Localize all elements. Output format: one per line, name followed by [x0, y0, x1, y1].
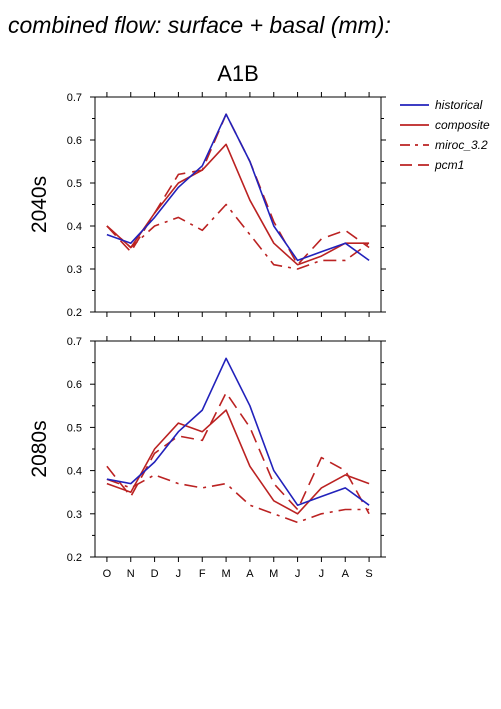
y-tick-label: 0.3 [67, 509, 82, 521]
legend-label: pcm1 [434, 158, 464, 172]
legend-item-miroc-3-2: miroc_3.2 [400, 138, 488, 152]
x-tick-label: O [103, 568, 112, 580]
legend-item-composite: composite [400, 118, 490, 132]
y-axis-label: 2080s [28, 420, 51, 477]
series-line-historical [106, 113, 370, 262]
x-tick-label: J [319, 568, 325, 580]
legend-label: composite [435, 118, 490, 132]
panel-2040s: 0.2 0.3 0.4 0.5 0.6 0.7 2040s [28, 92, 386, 319]
x-tick-label: A [342, 568, 350, 580]
y-tick-label: 0.7 [67, 336, 82, 348]
x-tick-label: F [199, 568, 206, 580]
x-tick-label: A [246, 568, 254, 580]
x-tick-label: D [151, 568, 159, 580]
legend-label: miroc_3.2 [435, 138, 488, 152]
y-tick-label: 0.4 [67, 466, 82, 478]
x-tick-label: M [269, 568, 278, 580]
panels: 0.20.30.40.50.60.72040s0.20.30.40.50.60.… [28, 92, 386, 580]
legend-item-historical: historical [400, 98, 483, 112]
x-tick-label: J [176, 568, 182, 580]
y-tick-label: 0.7 [67, 92, 82, 104]
y-tick-label: 0.5 [67, 422, 82, 434]
page-title: combined flow: surface + basal (mm): [8, 12, 391, 38]
legend: historical composite miroc_3.2 pcm1 [400, 98, 490, 172]
x-tick-label: S [365, 568, 372, 580]
series-line-miroc-3-2 [106, 203, 370, 270]
y-tick-label: 0.5 [67, 178, 82, 190]
series-line-pcm1 [106, 391, 370, 515]
y-tick-label: 0.6 [67, 135, 82, 147]
chart-title: A1B [217, 61, 259, 86]
x-tick-label: N [127, 568, 135, 580]
y-axis-label: 2040s [28, 176, 51, 233]
y-tick-label: 0.6 [67, 379, 82, 391]
series-line-historical [106, 357, 370, 507]
plot-frame [94, 340, 382, 558]
series-line-composite [106, 143, 370, 266]
y-tick-label: 0.3 [67, 264, 82, 276]
panel-2080s: 0.2 0.3 0.4 0.5 0.6 0.7 O N D J F M A M J J A S 2080s [28, 336, 386, 580]
series-line-composite [106, 409, 370, 515]
series-line-miroc-3-2 [106, 474, 370, 524]
y-tick-label: 0.4 [67, 221, 82, 233]
legend-item-pcm1: pcm1 [400, 158, 464, 172]
plot-frame [94, 96, 382, 313]
x-tick-label: M [221, 568, 230, 580]
y-tick-label: 0.2 [67, 552, 82, 564]
x-tick-label: J [295, 568, 301, 580]
y-tick-label: 0.2 [67, 307, 82, 319]
legend-label: historical [435, 98, 483, 112]
